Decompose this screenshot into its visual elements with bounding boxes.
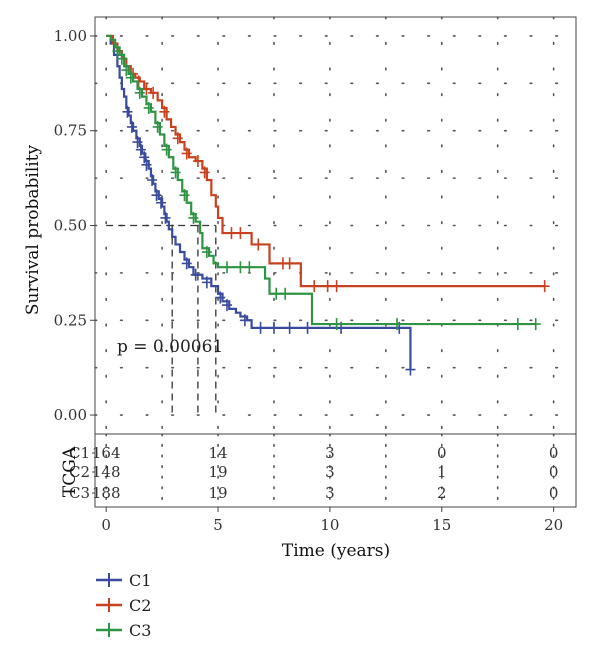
risk-count: 148 — [92, 463, 121, 481]
legend-item-c2: C2 — [96, 596, 151, 615]
risk-count: 19 — [208, 484, 227, 502]
legend-label: C2 — [129, 596, 151, 615]
y-tick-label: 0.75 — [54, 122, 87, 140]
y-tick-label: 0.00 — [54, 406, 87, 424]
legend-label: C3 — [129, 621, 151, 640]
x-tick-label: 5 — [213, 516, 223, 534]
risk-count: 19 — [208, 463, 227, 481]
risk-count: 3 — [325, 444, 335, 462]
y-axis: 0.00 0.25 0.50 0.75 1.00 — [54, 27, 95, 424]
x-tick-label: 0 — [101, 516, 111, 534]
risk-count: 2 — [437, 484, 447, 502]
x-axis: 0 5 10 15 20 — [101, 507, 563, 534]
y-tick-label: 0.50 — [54, 217, 87, 235]
risk-count: 0 — [549, 444, 559, 462]
risk-count: 164 — [92, 444, 121, 462]
risk-table-title: TCGA — [60, 446, 80, 497]
risk-count: 14 — [208, 444, 227, 462]
x-tick-label: 10 — [320, 516, 339, 534]
risk-count: 188 — [92, 484, 121, 502]
x-axis-title: Time (years) — [282, 541, 390, 561]
risk-count: 0 — [549, 484, 559, 502]
km-chart: 0.00 0.25 0.50 0.75 1.00 p = 0.00061 Surviva… — [0, 0, 600, 658]
legend-item-c3: C3 — [96, 621, 151, 640]
risk-count: 0 — [437, 444, 447, 462]
y-tick-label: 0.25 — [54, 311, 87, 329]
risk-table-panel — [95, 434, 576, 507]
p-value: p = 0.00061 — [117, 337, 223, 357]
x-tick-label: 20 — [544, 516, 563, 534]
risk-count: 1 — [437, 463, 447, 481]
x-tick-label: 15 — [432, 516, 451, 534]
legend: C1 C2 C3 — [96, 571, 151, 640]
y-axis-title: Survival probability — [23, 144, 43, 315]
legend-label: C1 — [129, 571, 151, 590]
risk-count: 3 — [325, 484, 335, 502]
y-tick-label: 1.00 — [54, 27, 87, 45]
risk-count: 0 — [549, 463, 559, 481]
risk-count: 3 — [325, 463, 335, 481]
legend-item-c1: C1 — [96, 571, 151, 590]
